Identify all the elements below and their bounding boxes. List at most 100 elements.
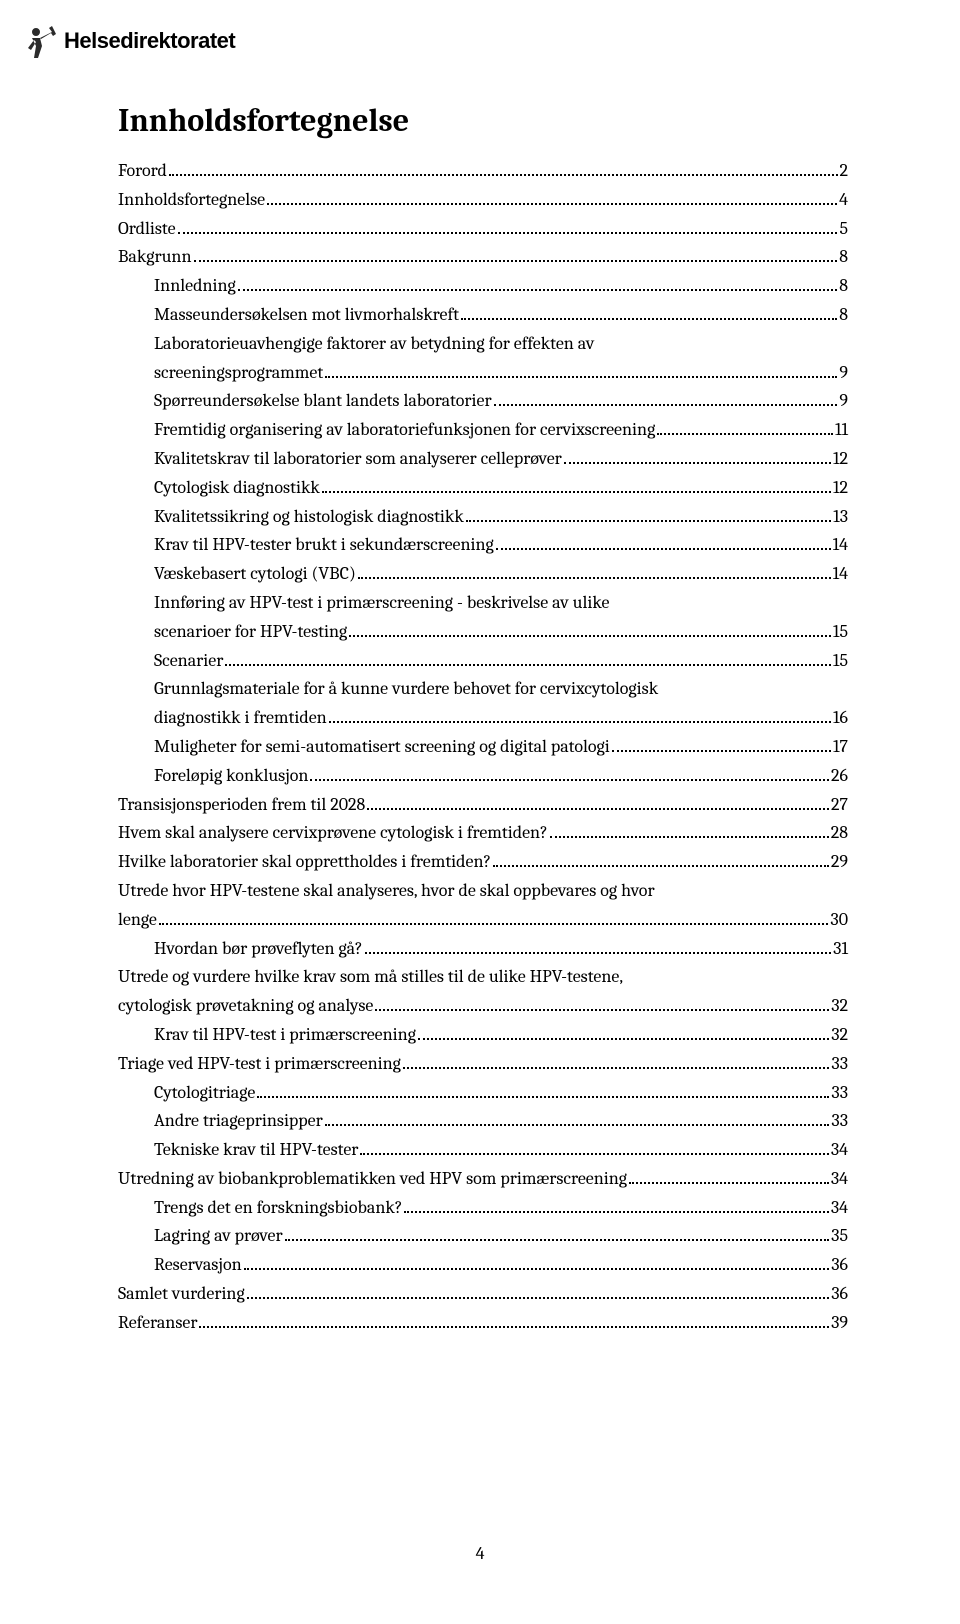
toc-label: Krav til HPV-test i primærscreening: [154, 1021, 416, 1050]
toc-leader-dots: [403, 1053, 829, 1069]
toc-label: Fremtidig organisering av laboratoriefun…: [154, 416, 655, 445]
toc-entry[interactable]: Hvem skal analysere cervixprøvene cytolo…: [118, 819, 848, 848]
toc-label: Utrede hvor HPV-testene skal analyseres,…: [118, 877, 655, 906]
toc-label: Triage ved HPV-test i primærscreening: [118, 1050, 401, 1079]
toc-label: Trengs det en forskningsbiobank?: [154, 1194, 402, 1223]
toc-page-number: 15: [833, 647, 848, 676]
toc-entry[interactable]: Forord2: [118, 157, 848, 186]
toc-page-number: 2: [840, 157, 849, 186]
toc-leader-dots: [494, 390, 838, 406]
toc-page-number: 28: [831, 819, 848, 848]
toc-entry[interactable]: Kvalitetskrav til laboratorier som analy…: [118, 445, 848, 474]
toc-entry[interactable]: Utrede og vurdere hvilke krav som må sti…: [118, 963, 848, 992]
toc-entry[interactable]: Muligheter for semi-automatisert screeni…: [118, 733, 848, 762]
toc-entry[interactable]: Grunnlagsmateriale for å kunne vurdere b…: [118, 675, 848, 704]
toc-label: Innholdsfortegnelse: [118, 186, 265, 215]
toc-page-number: 17: [833, 733, 848, 762]
toc-entry[interactable]: Krav til HPV-test i primærscreening32: [118, 1021, 848, 1050]
toc-entry[interactable]: Hvordan bør prøveflyten gå?31: [118, 935, 848, 964]
toc-page-number: 33: [831, 1050, 848, 1079]
toc-entry[interactable]: Samlet vurdering 36: [118, 1280, 848, 1309]
logo-text: Helsedirektoratet: [64, 28, 235, 54]
toc-leader-dots: [244, 1254, 830, 1270]
toc-leader-dots: [325, 361, 837, 377]
toc-label: Samlet vurdering: [118, 1280, 245, 1309]
toc-label: Utrede og vurdere hvilke krav som må sti…: [118, 963, 623, 992]
toc-page-number: 36: [831, 1280, 848, 1309]
toc-entry[interactable]: Referanser 39: [118, 1309, 848, 1338]
toc-entry[interactable]: Triage ved HPV-test i primærscreening 33: [118, 1050, 848, 1079]
toc-label: lenge: [118, 906, 157, 935]
toc-leader-dots: [267, 189, 837, 205]
toc-leader-dots: [329, 707, 831, 723]
toc-entry[interactable]: screeningsprogrammet 9: [118, 359, 848, 388]
toc-entry[interactable]: Innholdsfortegnelse 4: [118, 186, 848, 215]
toc-leader-dots: [310, 765, 829, 781]
toc-label: screeningsprogrammet: [154, 359, 323, 388]
toc-leader-dots: [466, 505, 831, 521]
toc-entry[interactable]: Krav til HPV-tester brukt i sekundærscre…: [118, 531, 848, 560]
toc-page-number: 31: [833, 935, 848, 964]
toc-entry[interactable]: diagnostikk i fremtiden 16: [118, 704, 848, 733]
toc-page-number: 16: [833, 704, 848, 733]
toc-entry[interactable]: Ordliste5: [118, 215, 848, 244]
toc-page-number: 12: [833, 445, 848, 474]
toc-entry[interactable]: Kvalitetssikring og histologisk diagnost…: [118, 503, 848, 532]
toc-entry[interactable]: Hvilke laboratorier skal opprettholdes i…: [118, 848, 848, 877]
toc-entry[interactable]: cytologisk prøvetakning og analyse32: [118, 992, 848, 1021]
toc-page-number: 5: [839, 215, 848, 244]
toc-entry[interactable]: Innføring av HPV-test i primærscreening …: [118, 589, 848, 618]
toc-entry[interactable]: Cytologisk diagnostikk12: [118, 474, 848, 503]
toc-leader-dots: [375, 995, 829, 1011]
toc-entry[interactable]: Væskebasert cytologi (VBC)14: [118, 560, 848, 589]
toc-entry[interactable]: lenge 30: [118, 906, 848, 935]
toc-page-number: 8: [839, 243, 848, 272]
toc-page-number: 29: [831, 848, 848, 877]
toc-label: Tekniske krav til HPV-tester: [154, 1136, 358, 1165]
toc-leader-dots: [367, 793, 829, 809]
toc-leader-dots: [169, 160, 838, 176]
toc-page-number: 14: [833, 531, 848, 560]
toc-entry[interactable]: Trengs det en forskningsbiobank? 34: [118, 1194, 848, 1223]
toc-entry[interactable]: Utrede hvor HPV-testene skal analyseres,…: [118, 877, 848, 906]
toc-page-number: 4: [839, 186, 848, 215]
toc-entry[interactable]: Reservasjon36: [118, 1251, 848, 1280]
toc-page-number: 9: [839, 359, 848, 388]
toc-entry[interactable]: Transisjonsperioden frem til 202827: [118, 791, 848, 820]
toc-page-number: 30: [830, 906, 848, 935]
toc-entry[interactable]: Cytologitriage33: [118, 1079, 848, 1108]
toc-page-number: 34: [831, 1165, 848, 1194]
toc-label: Referanser: [118, 1309, 197, 1338]
toc-label: diagnostikk i fremtiden: [154, 704, 327, 733]
toc-entry[interactable]: Scenarier 15: [118, 647, 848, 676]
toc-entry[interactable]: Lagring av prøver35: [118, 1222, 848, 1251]
toc-entry[interactable]: Fremtidig organisering av laboratoriefun…: [118, 416, 848, 445]
toc-leader-dots: [257, 1081, 829, 1097]
toc-leader-dots: [358, 563, 831, 579]
toc-entry[interactable]: Foreløpig konklusjon26: [118, 762, 848, 791]
person-arrow-icon: [26, 24, 58, 58]
toc-entry[interactable]: Tekniske krav til HPV-tester34: [118, 1136, 848, 1165]
toc-page-number: 34: [831, 1194, 848, 1223]
toc-leader-dots: [404, 1197, 828, 1213]
page-title: Innholdsfortegnelse: [118, 102, 848, 139]
toc-label: Scenarier: [154, 647, 223, 676]
toc-label: Lagring av prøver: [154, 1222, 283, 1251]
toc-page-number: 13: [833, 503, 848, 532]
toc-entry[interactable]: Andre triageprinsipper33: [118, 1107, 848, 1136]
toc-leader-dots: [247, 1283, 829, 1299]
toc-entry[interactable]: Innledning8: [118, 272, 848, 301]
toc-label: Cytologisk diagnostikk: [154, 474, 320, 503]
toc-entry[interactable]: scenarioer for HPV-testing15: [118, 618, 848, 647]
toc-entry[interactable]: Bakgrunn8: [118, 243, 848, 272]
toc-entry[interactable]: Utredning av biobankproblematikken ved H…: [118, 1165, 848, 1194]
toc-leader-dots: [550, 822, 829, 838]
toc-entry[interactable]: Masseundersøkelsen mot livmorhalskreft8: [118, 301, 848, 330]
toc-leader-dots: [360, 1139, 828, 1155]
toc-leader-dots: [325, 1110, 830, 1126]
toc-page-number: 39: [831, 1309, 848, 1338]
toc-entry[interactable]: Laboratorieuavhengige faktorer av betydn…: [118, 330, 848, 359]
toc-entry[interactable]: Spørreundersøkelse blant landets laborat…: [118, 387, 848, 416]
toc-leader-dots: [564, 448, 831, 464]
toc-label: Kvalitetssikring og histologisk diagnost…: [154, 503, 464, 532]
